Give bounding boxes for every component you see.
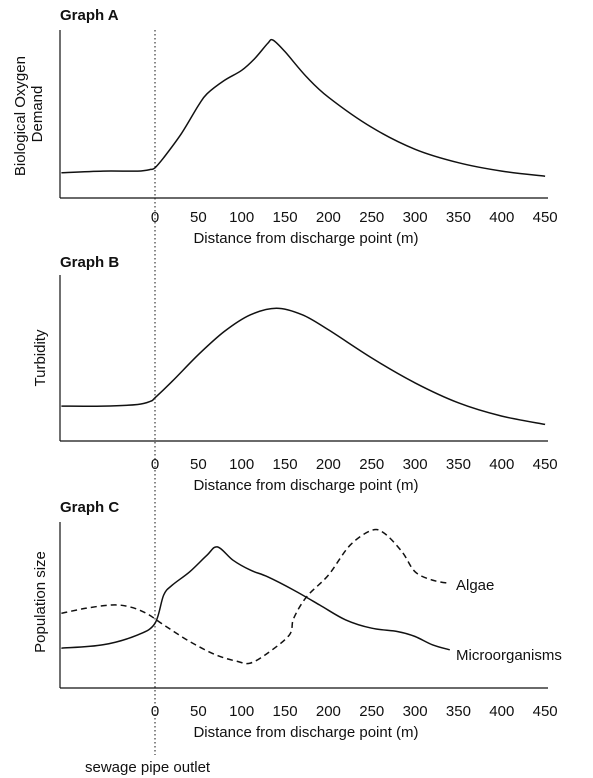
sewage-outlet-label: sewage pipe outlet (85, 759, 211, 776)
x-tick-label: 250 (359, 703, 384, 720)
x-tick-label: 300 (403, 456, 428, 473)
x-tick-label: 50 (190, 703, 207, 720)
x-tick-label: 400 (489, 209, 514, 226)
x-tick-label: 0 (151, 456, 159, 473)
x-tick-label: 100 (229, 456, 254, 473)
x-tick-label: 200 (316, 703, 341, 720)
series-line-turbidity (61, 307, 546, 426)
x-tick-label: 100 (229, 703, 254, 720)
x-tick-label: 300 (403, 209, 428, 226)
series-line-microorganisms (61, 546, 450, 651)
x-tick-label: 300 (403, 703, 428, 720)
x-tick-label: 150 (273, 456, 298, 473)
y-axis-label: Population size (32, 551, 49, 653)
x-axis-label: Distance from discharge point (m) (193, 477, 418, 494)
x-tick-label: 350 (446, 456, 471, 473)
x-tick-label: 150 (273, 703, 298, 720)
graph-title: Graph A (60, 7, 119, 24)
x-tick-label: 100 (229, 209, 254, 226)
x-tick-label: 200 (316, 456, 341, 473)
series-line-algae (61, 528, 450, 665)
legend-label-microorganisms: Microorganisms (456, 647, 562, 664)
y-axis-label: Biological Oxygen Demand (12, 52, 46, 176)
x-tick-label: 150 (273, 209, 298, 226)
graph-a-panel: Graph A 0 50 100 150 200 250 300 350 400 450 Dist… (12, 7, 558, 247)
x-tick-label: 50 (190, 456, 207, 473)
graph-title: Graph B (60, 254, 119, 271)
x-tick-labels: 0 50 100 150 200 250 300 350 400 450 (151, 456, 558, 473)
x-tick-label: 350 (446, 703, 471, 720)
legend-label-algae: Algae (456, 577, 494, 594)
y-axis-label-line-1: Biological Oxygen (12, 56, 29, 176)
x-tick-label: 350 (446, 209, 471, 226)
x-tick-labels: 0 50 100 150 200 250 300 350 400 450 (151, 703, 558, 720)
x-tick-label: 50 (190, 209, 207, 226)
x-axis-label: Distance from discharge point (m) (193, 230, 418, 247)
series-line-bod (61, 38, 546, 177)
y-axis-label: Turbidity (32, 329, 49, 386)
x-tick-label: 200 (316, 209, 341, 226)
x-tick-label: 450 (533, 209, 558, 226)
x-tick-label: 400 (489, 456, 514, 473)
x-tick-label: 0 (151, 209, 159, 226)
x-tick-label: 250 (359, 456, 384, 473)
x-axis-label: Distance from discharge point (m) (193, 724, 418, 741)
graph-b-panel: Graph B 0 50 100 150 200 250 300 350 400 450 Dist… (32, 254, 558, 494)
x-tick-label: 400 (489, 703, 514, 720)
y-axis-label-line-2: Demand (29, 86, 46, 143)
graph-c-panel: Graph C 0 50 100 150 200 250 300 350 400 450 Alga… (32, 499, 562, 741)
graph-title: Graph C (60, 499, 119, 516)
x-tick-labels: 0 50 100 150 200 250 300 350 400 450 (151, 209, 558, 226)
x-tick-label: 450 (533, 703, 558, 720)
x-tick-label: 250 (359, 209, 384, 226)
x-tick-label: 450 (533, 456, 558, 473)
